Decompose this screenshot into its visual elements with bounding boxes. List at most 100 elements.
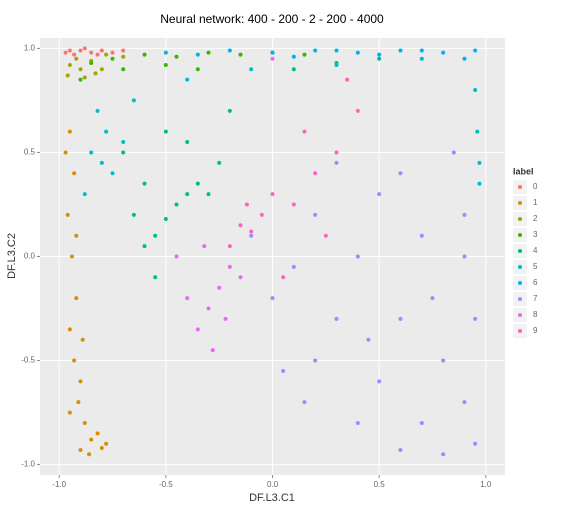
legend-swatch bbox=[518, 313, 522, 317]
point bbox=[76, 400, 81, 405]
point bbox=[206, 192, 211, 197]
point bbox=[174, 254, 179, 259]
point bbox=[419, 56, 424, 61]
point bbox=[259, 212, 264, 217]
point bbox=[206, 306, 211, 311]
point bbox=[142, 244, 147, 249]
point bbox=[78, 77, 83, 82]
y-tick-label: -0.5 bbox=[21, 356, 35, 365]
point bbox=[78, 448, 83, 453]
point bbox=[110, 171, 115, 176]
point bbox=[270, 192, 275, 197]
point bbox=[142, 181, 147, 186]
point bbox=[65, 212, 70, 217]
point bbox=[430, 296, 435, 301]
x-tick-label: 1.0 bbox=[480, 480, 492, 489]
point bbox=[131, 212, 136, 217]
point bbox=[93, 71, 98, 76]
point bbox=[121, 48, 126, 53]
point bbox=[95, 52, 100, 57]
legend-label: 7 bbox=[533, 294, 538, 303]
point bbox=[398, 316, 403, 321]
point bbox=[244, 202, 249, 207]
point bbox=[87, 452, 92, 457]
x-tick-label: -1.0 bbox=[52, 480, 66, 489]
point bbox=[334, 150, 339, 155]
legend-swatch bbox=[518, 201, 522, 205]
point bbox=[67, 129, 72, 134]
point bbox=[163, 129, 168, 134]
point bbox=[462, 212, 467, 217]
legend-swatch bbox=[518, 329, 522, 333]
point bbox=[195, 181, 200, 186]
point bbox=[99, 445, 104, 450]
point bbox=[67, 327, 72, 332]
point bbox=[104, 129, 109, 134]
point bbox=[185, 140, 190, 145]
point bbox=[131, 98, 136, 103]
point bbox=[355, 50, 360, 55]
point bbox=[475, 129, 480, 134]
point bbox=[355, 108, 360, 113]
point bbox=[345, 77, 350, 82]
point bbox=[313, 171, 318, 176]
point bbox=[270, 296, 275, 301]
point bbox=[67, 48, 72, 53]
point bbox=[249, 67, 254, 72]
point bbox=[270, 50, 275, 55]
point bbox=[313, 358, 318, 363]
point bbox=[377, 52, 382, 57]
point bbox=[74, 56, 79, 61]
point bbox=[82, 192, 87, 197]
point bbox=[72, 358, 77, 363]
point bbox=[121, 54, 126, 59]
point bbox=[80, 337, 85, 342]
point bbox=[355, 420, 360, 425]
point bbox=[78, 379, 83, 384]
point bbox=[238, 223, 243, 228]
point bbox=[195, 67, 200, 72]
point bbox=[89, 437, 94, 442]
point bbox=[238, 52, 243, 57]
point bbox=[63, 150, 68, 155]
point bbox=[227, 264, 232, 269]
point bbox=[398, 171, 403, 176]
y-tick-label: 1.0 bbox=[24, 44, 36, 53]
point bbox=[82, 420, 87, 425]
point bbox=[334, 160, 339, 165]
point bbox=[74, 296, 79, 301]
point bbox=[95, 108, 100, 113]
legend-label: 5 bbox=[533, 262, 538, 271]
point bbox=[63, 50, 68, 55]
point bbox=[89, 150, 94, 155]
legend-swatch bbox=[518, 185, 522, 189]
point bbox=[302, 52, 307, 57]
point bbox=[121, 150, 126, 155]
point bbox=[419, 420, 424, 425]
point bbox=[377, 379, 382, 384]
x-axis-label: DF.L3.C1 bbox=[249, 492, 295, 504]
point bbox=[99, 48, 104, 53]
point bbox=[99, 67, 104, 72]
legend-title: label bbox=[513, 166, 534, 176]
legend-label: 1 bbox=[533, 198, 538, 207]
point bbox=[270, 56, 275, 61]
legend-label: 6 bbox=[533, 278, 538, 287]
y-axis-label: DF.L3.C2 bbox=[6, 233, 18, 279]
point bbox=[72, 171, 77, 176]
point bbox=[99, 160, 104, 165]
point bbox=[185, 77, 190, 82]
point bbox=[72, 52, 77, 57]
point bbox=[377, 56, 382, 61]
point bbox=[104, 52, 109, 57]
point bbox=[174, 202, 179, 207]
legend-label: 3 bbox=[533, 230, 538, 239]
point bbox=[398, 448, 403, 453]
point bbox=[110, 50, 115, 55]
point bbox=[121, 140, 126, 145]
point bbox=[366, 337, 371, 342]
point bbox=[291, 264, 296, 269]
point bbox=[291, 54, 296, 59]
y-tick-label: 0.5 bbox=[24, 148, 36, 157]
point bbox=[477, 181, 482, 186]
